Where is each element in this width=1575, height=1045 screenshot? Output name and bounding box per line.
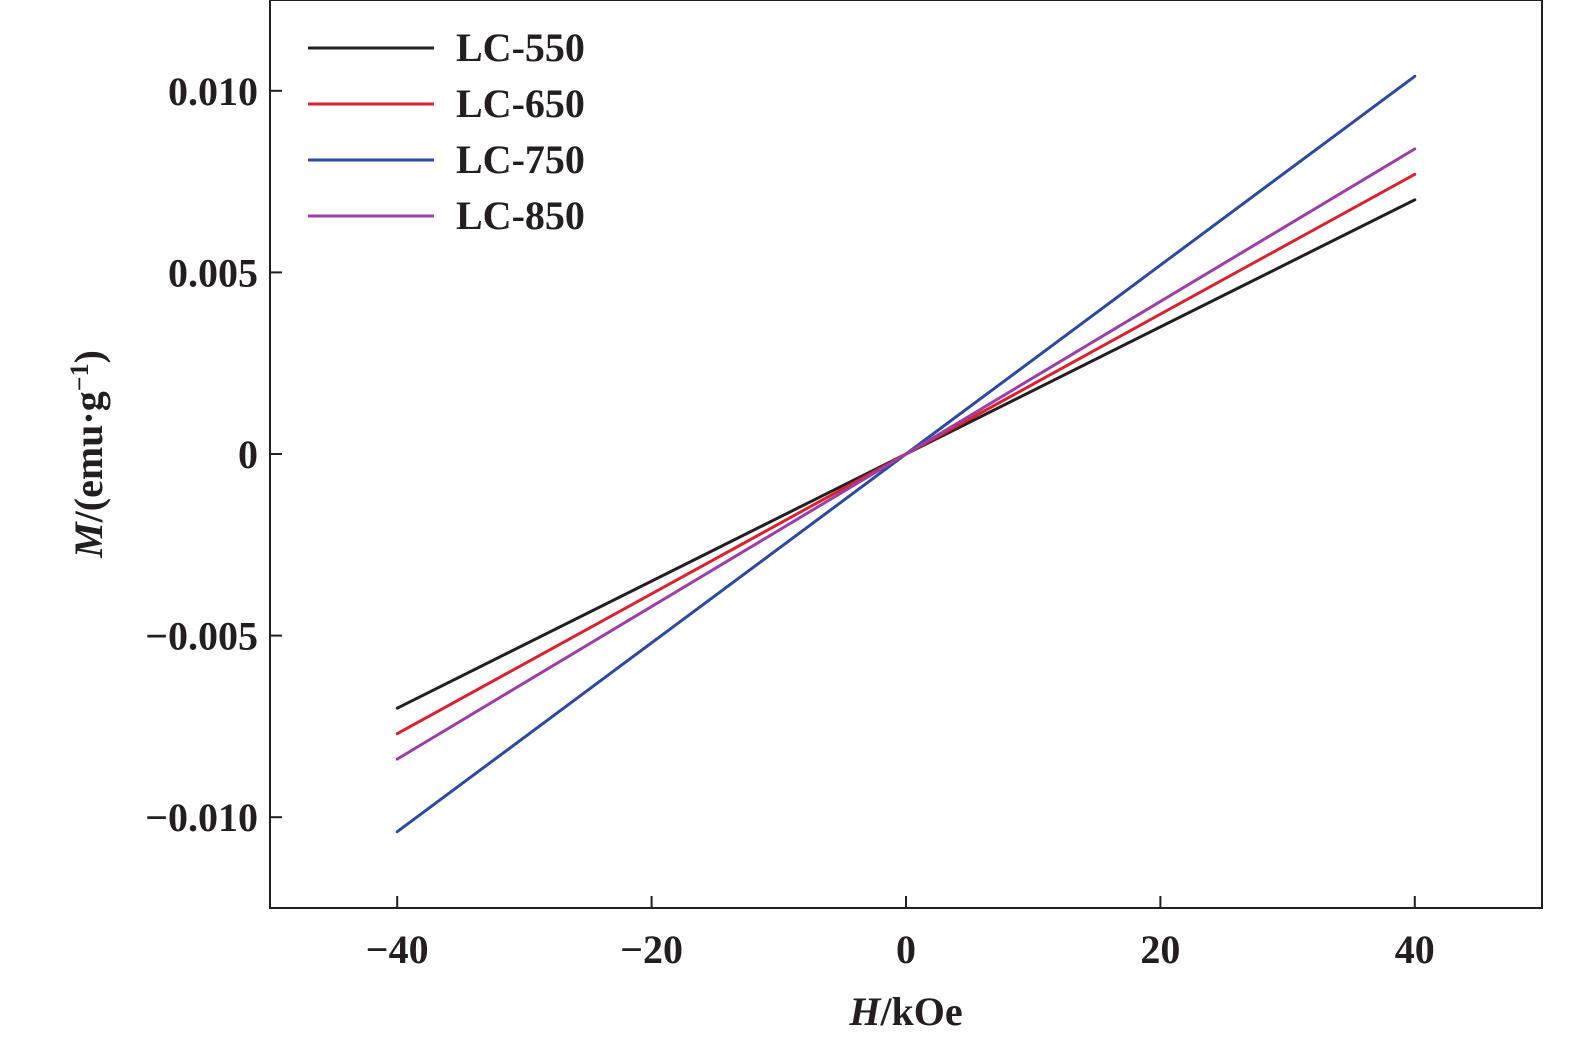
y-axis-unit: /(emu·g — [66, 391, 111, 523]
x-tick-label: −20 — [620, 927, 683, 972]
x-axis: −40 −20 0 20 40 — [366, 896, 1435, 972]
y-axis-unit-close: ) — [66, 350, 111, 363]
y-axis-unit-exponent: −1 — [65, 363, 94, 391]
legend-label-lc-650: LC-650 — [456, 81, 585, 126]
y-axis: 0.010 0.005 0 −0.005 −0.010 — [145, 69, 282, 840]
y-tick-label: −0.010 — [145, 795, 258, 840]
legend-label-lc-750: LC-750 — [456, 137, 585, 182]
x-axis-unit: /kOe — [879, 989, 962, 1034]
x-tick-label: 0 — [896, 927, 916, 972]
y-tick-label: 0.010 — [168, 69, 258, 114]
y-axis-title: M/(emu·g−1) — [65, 350, 111, 559]
x-axis-title: H/kOe — [848, 989, 962, 1034]
legend-label-lc-550: LC-550 — [456, 25, 585, 70]
series-layer — [395, 74, 1417, 834]
y-tick-label: −0.005 — [145, 614, 258, 659]
y-axis-variable: M — [66, 521, 111, 559]
series-line-lc-850 — [395, 147, 1417, 761]
x-tick-label: 40 — [1395, 927, 1435, 972]
x-tick-label: 20 — [1140, 927, 1180, 972]
y-tick-label: 0.005 — [168, 250, 258, 295]
x-axis-variable: H — [848, 989, 882, 1034]
y-tick-label: 0 — [238, 432, 258, 477]
legend-label-lc-850: LC-850 — [456, 193, 585, 238]
x-tick-label: −40 — [366, 927, 429, 972]
legend: LC-550 LC-650 LC-750 LC-850 — [308, 25, 585, 238]
